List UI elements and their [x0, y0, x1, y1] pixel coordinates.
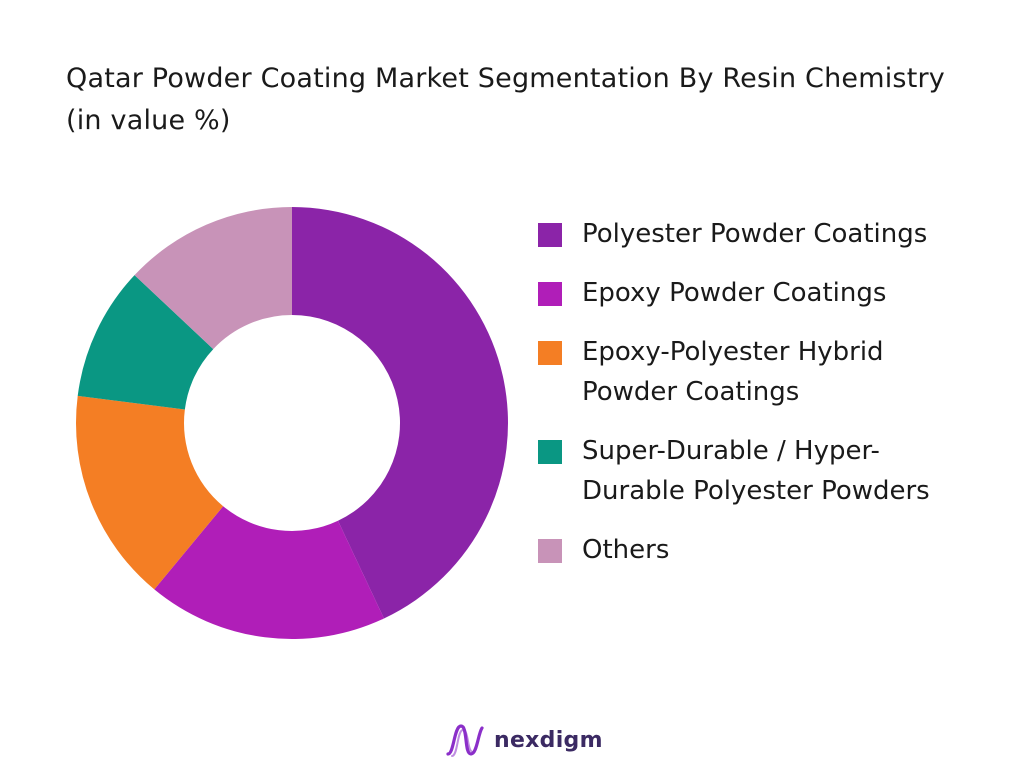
legend-label: Epoxy Powder Coatings [582, 278, 887, 308]
chart-legend: Polyester Powder Coatings Epoxy Powder Co… [538, 214, 1008, 589]
legend-label: Others [582, 535, 670, 565]
legend-item: Super-Durable / Hyper-Durable Polyester … [538, 431, 1008, 511]
legend-item: Epoxy Powder Coatings [538, 273, 1008, 313]
brand: nexdigm [444, 720, 603, 760]
legend-swatch [538, 223, 562, 247]
legend-item: Others [538, 530, 1008, 570]
legend-item: Polyester Powder Coatings [538, 214, 1008, 254]
donut-slice-5 [134, 207, 292, 350]
legend-item: Epoxy-Polyester Hybrid Powder Coatings [538, 332, 1008, 412]
donut-slice-2 [154, 506, 384, 639]
brand-name: nexdigm [494, 727, 603, 753]
chart-title: Qatar Powder Coating Market Segmentation… [66, 63, 945, 136]
donut-slice-3 [76, 395, 224, 590]
nexdigm-logo-icon [446, 724, 484, 757]
donut-slice-1 [292, 207, 508, 619]
legend-label: Super-Durable / Hyper-Durable Polyester … [582, 436, 930, 506]
legend-swatch [538, 282, 562, 306]
legend-swatch [538, 341, 562, 365]
donut-slice-4 [77, 275, 214, 410]
legend-label: Epoxy-Polyester Hybrid Powder Coatings [582, 337, 884, 407]
legend-label: Polyester Powder Coatings [582, 219, 928, 249]
legend-swatch [538, 539, 562, 563]
legend-swatch [538, 440, 562, 464]
